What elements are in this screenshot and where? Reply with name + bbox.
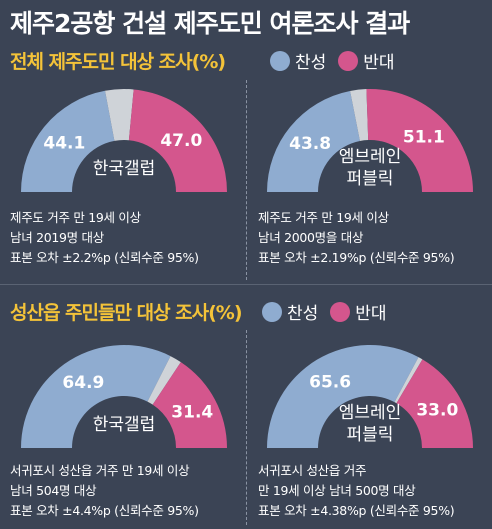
donut-slice-oppose <box>396 359 473 448</box>
donut-slice-agree <box>21 345 171 448</box>
donut-slice-agree <box>267 90 360 192</box>
note-line: 제주도 거주 만 19세 이상 <box>258 210 389 225</box>
note-line: 서귀포시 성산읍 거주 만 19세 이상 <box>10 463 190 478</box>
note-line: 남녀 2000명을 대상 <box>258 230 364 245</box>
panel-notes: 제주도 거주 만 19세 이상 남녀 2000명을 대상 표본 오차 ±2.19… <box>258 208 455 268</box>
legend-item-oppose: 반대 <box>330 299 387 324</box>
pollster-label: 한국갤럽 <box>93 159 156 179</box>
legend-swatch-agree <box>262 301 282 322</box>
legend-swatch-oppose <box>330 301 351 322</box>
data-label-agree: 64.9 <box>62 373 104 393</box>
donut-slice-oppose <box>128 89 227 192</box>
data-label-oppose: 31.4 <box>171 402 213 422</box>
donut-slice-oppose <box>366 89 473 192</box>
note-line: 제주도 거주 만 19세 이상 <box>10 210 141 225</box>
divider <box>246 80 247 280</box>
note-line: 표본 오차 ±4.4%p (신뢰수준 95%) <box>10 503 199 518</box>
legend-all: 찬성 반대 <box>270 48 407 73</box>
legend-item-oppose: 반대 <box>338 48 395 73</box>
panel-notes: 서귀포시 성산읍 거주 만 19세 이상 남녀 504명 대상 표본 오차 ±4… <box>10 461 199 521</box>
donut-slice-oppose <box>152 362 227 448</box>
panel-notes: 제주도 거주 만 19세 이상 남녀 2019명 대상 표본 오차 ±2.2%p… <box>10 208 199 268</box>
donut-slice-undecided <box>350 89 369 141</box>
pollster-label: 한국갤럽 <box>93 415 156 435</box>
page-title: 제주2공항 건설 제주도민 여론조사 결과 <box>10 9 410 38</box>
pollster-label: 퍼블릭 <box>347 169 394 189</box>
note-line: 만 19세 이상 남녀 500명 대상 <box>258 483 416 498</box>
pollster-label: 퍼블릭 <box>347 425 394 445</box>
donut-slice-agree <box>267 344 419 448</box>
pollster-label: 엠브레인 <box>339 403 402 423</box>
note-line: 표본 오차 ±2.2%p (신뢰수준 95%) <box>10 250 199 265</box>
donut-slice-undecided <box>105 88 134 141</box>
data-label-agree: 43.8 <box>289 134 331 154</box>
legend-seongsan: 찬성 반대 <box>262 299 399 324</box>
pollster-label: 엠브레인 <box>339 147 402 167</box>
data-label-agree: 65.6 <box>309 373 351 393</box>
donut-slice-undecided <box>147 356 181 405</box>
divider <box>246 330 247 525</box>
legend-swatch-agree <box>270 50 290 71</box>
legend-label-agree: 찬성 <box>295 53 327 73</box>
legend-label-oppose: 반대 <box>363 53 395 73</box>
section-divider <box>0 284 492 285</box>
legend-label-oppose: 반대 <box>355 304 387 324</box>
note-line: 표본 오차 ±2.19%p (신뢰수준 95%) <box>258 250 455 265</box>
legend-item-agree: 찬성 <box>270 48 326 73</box>
note-line: 남녀 2019명 대상 <box>10 230 104 245</box>
donut-slice-undecided <box>394 357 423 404</box>
data-label-oppose: 51.1 <box>403 127 445 147</box>
legend-swatch-oppose <box>338 50 359 71</box>
note-line: 표본 오차 ±4.38%p (신뢰수준 95%) <box>258 503 455 518</box>
data-label-oppose: 47.0 <box>160 131 202 151</box>
note-line: 남녀 504명 대상 <box>10 483 97 498</box>
section-title-all: 전체 제주도민 대상 조사(%) <box>10 51 226 73</box>
note-line: 서귀포시 성산읍 거주 <box>258 463 367 478</box>
data-label-agree: 44.1 <box>43 134 85 154</box>
data-label-oppose: 33.0 <box>416 401 458 421</box>
legend-item-agree: 찬성 <box>262 299 318 324</box>
legend-label-agree: 찬성 <box>287 304 319 324</box>
donut-slice-agree <box>21 90 115 192</box>
panel-notes: 서귀포시 성산읍 거주 만 19세 이상 남녀 500명 대상 표본 오차 ±4… <box>258 461 455 521</box>
section-title-seongsan: 성산읍 주민들만 대상 조사(%) <box>10 302 243 324</box>
